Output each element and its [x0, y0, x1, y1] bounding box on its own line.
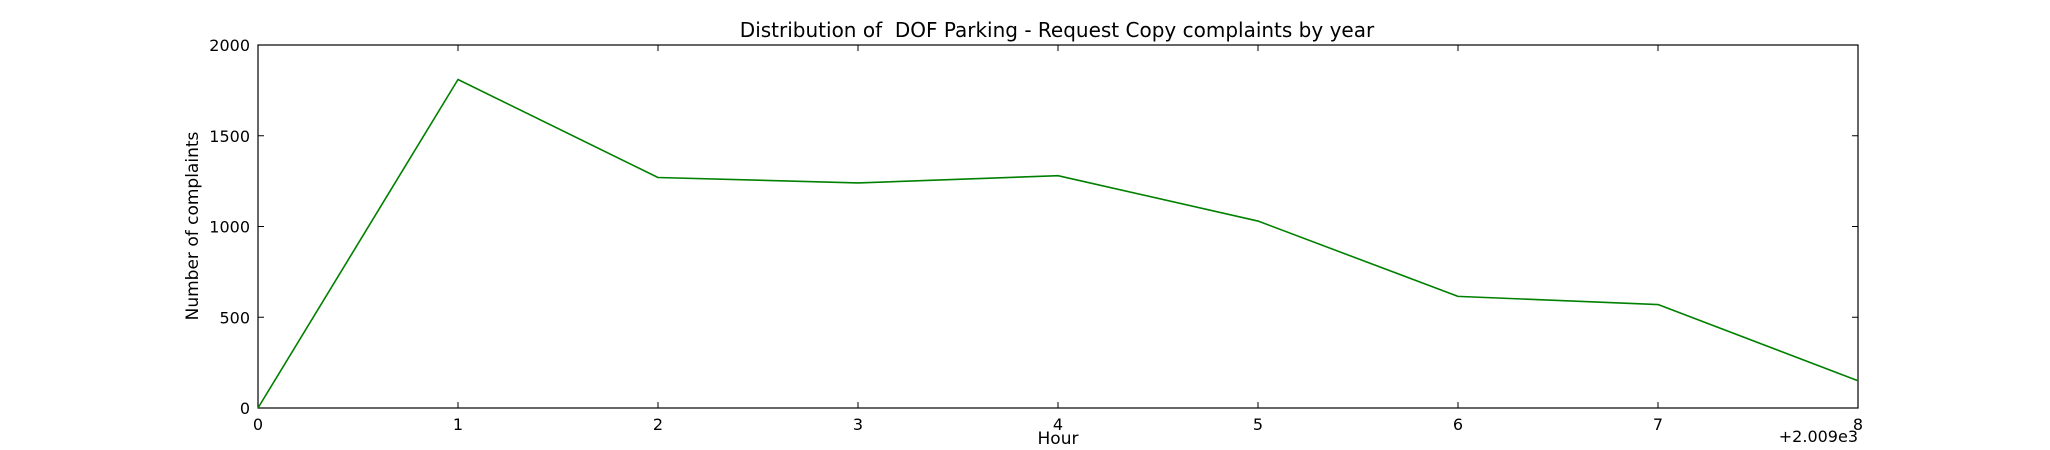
x-tick-label: 7	[1653, 415, 1663, 434]
y-tick-label: 1500	[209, 127, 250, 146]
x-axis-offset-label: +2.009e3	[1779, 427, 1858, 446]
x-tick-label: 8	[1853, 415, 1863, 434]
x-tick-label: 5	[1253, 415, 1263, 434]
x-tick-label: 4	[1053, 415, 1063, 434]
series-layer	[257, 78, 1859, 409]
y-axis-label: Number of complaints	[183, 131, 203, 320]
y-tick-label: 0	[240, 399, 250, 418]
series-line-0	[257, 78, 1859, 409]
x-tick-label: 2	[653, 415, 663, 434]
y-axis: 0 500 1000 1500 2000	[209, 36, 1858, 418]
x-tick-label: 0	[253, 415, 263, 434]
x-tick-label: 1	[453, 415, 463, 434]
x-axis-label: Hour	[1038, 429, 1079, 449]
x-tick-label: 6	[1453, 415, 1463, 434]
y-tick-label: 2000	[209, 36, 250, 55]
x-axis: 0 1 2 3 4 5 6 7 8	[253, 45, 1863, 434]
y-tick-label: 500	[219, 308, 250, 327]
chart-title: Distribution of DOF Parking - Request Co…	[740, 18, 1375, 42]
x-tick-label: 3	[853, 415, 863, 434]
y-tick-label: 1000	[209, 218, 250, 237]
